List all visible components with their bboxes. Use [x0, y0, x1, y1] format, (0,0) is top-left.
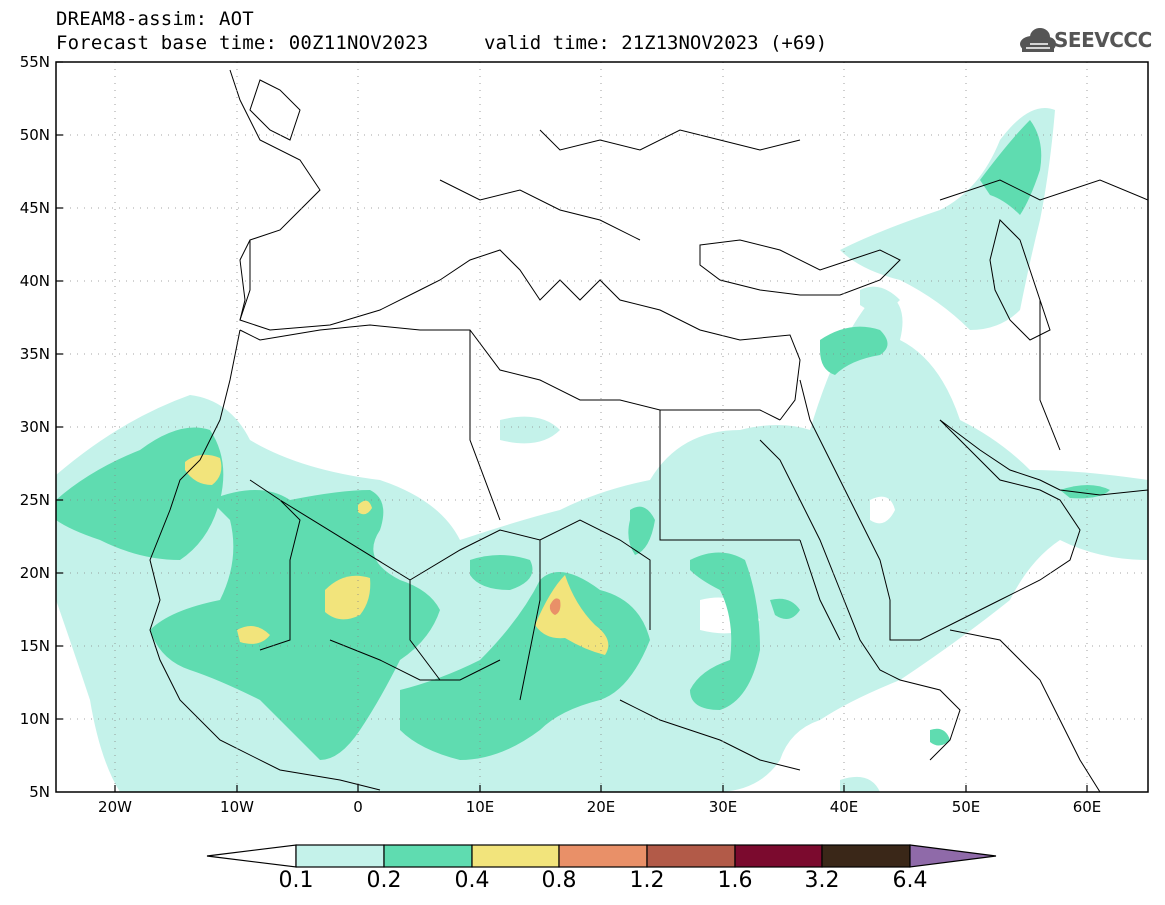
lat-label: 10N	[19, 710, 50, 728]
axis-ticks	[56, 61, 1088, 792]
lon-label: 50E	[951, 798, 981, 816]
lat-label: 45N	[19, 199, 50, 217]
lat-label: 35N	[19, 345, 50, 363]
colorbar-under-arrow	[206, 844, 297, 868]
colorbar-swatch-5	[734, 844, 823, 868]
aot-field	[56, 108, 1148, 792]
colorbar-swatch-3	[558, 844, 648, 868]
lat-label: 20N	[19, 564, 50, 582]
colorbar-swatch-2	[471, 844, 560, 868]
lon-label: 0	[353, 798, 363, 816]
lat-label: 15N	[19, 637, 50, 655]
coastlines	[149, 69, 1148, 792]
colorbar-swatch-6	[821, 844, 911, 868]
colorbar	[206, 844, 997, 868]
lon-label: 20W	[98, 798, 132, 816]
lat-label: 5N	[29, 783, 50, 801]
lon-label: 10E	[465, 798, 495, 816]
colorbar-swatch-0	[295, 844, 385, 868]
lon-label: 10W	[220, 798, 254, 816]
colorbar-label: 1.6	[717, 868, 753, 893]
colorbar-label: 0.1	[278, 868, 314, 893]
colorbar-label: 6.4	[892, 868, 928, 893]
cloud-icon	[1020, 28, 1056, 52]
lat-label: 25N	[19, 491, 50, 509]
forecast-base-time: Forecast base time: 00Z11NOV2023	[56, 32, 429, 54]
gridlines	[56, 62, 1148, 792]
lon-label: 40E	[829, 798, 859, 816]
colorbar-swatch-1	[383, 844, 473, 868]
lat-label: 40N	[19, 272, 50, 290]
logo-text: SEEVCCC	[1054, 28, 1152, 52]
lat-label: 50N	[19, 126, 50, 144]
colorbar-label: 1.2	[629, 868, 665, 893]
lon-label: 60E	[1072, 798, 1102, 816]
colorbar-swatch-4	[646, 844, 736, 868]
lat-label: 55N	[19, 53, 50, 71]
colorbar-label: 3.2	[804, 868, 840, 893]
colorbar-label: 0.4	[454, 868, 490, 893]
colorbar-label: 0.8	[541, 868, 577, 893]
lat-label: 30N	[19, 418, 50, 436]
map-title: DREAM8-assim: AOT	[56, 8, 254, 30]
lon-label: 20E	[586, 798, 616, 816]
lon-label: 30E	[708, 798, 738, 816]
valid-time: valid time: 21Z13NOV2023 (+69)	[484, 32, 828, 54]
colorbar-over-arrow	[909, 844, 997, 868]
colorbar-label: 0.2	[366, 868, 402, 893]
